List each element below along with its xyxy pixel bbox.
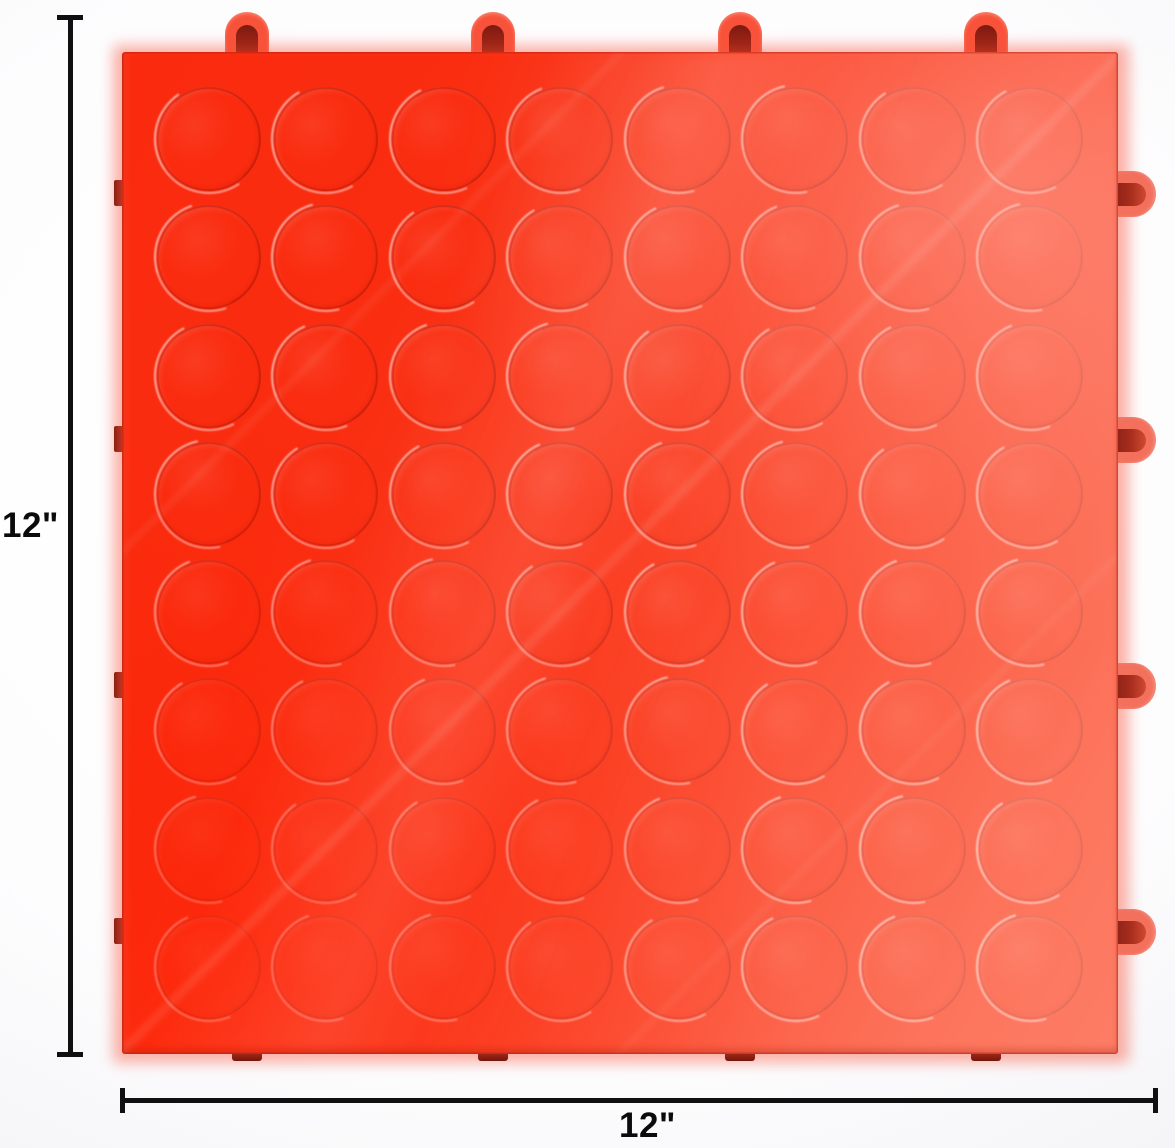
connector-loop-tab-right-1 (1116, 171, 1156, 217)
mold-seam-lines (122, 52, 1118, 1054)
connector-socket-left-3 (114, 672, 123, 698)
horizontal-dimension-line (120, 1098, 1158, 1103)
horizontal-dimension-cap-left (120, 1088, 125, 1113)
connector-socket-bottom-1 (232, 1053, 262, 1061)
connector-loop-tab-right-2 (1116, 417, 1156, 463)
connector-socket-left-1 (114, 180, 123, 206)
connector-socket-left-4 (114, 918, 123, 944)
vertical-dimension-cap-top (57, 15, 83, 20)
connector-loop-tab-top-2 (471, 12, 515, 57)
connector-loop-hole (482, 25, 504, 57)
connector-loop-hole (1116, 183, 1146, 206)
connector-socket-bottom-2 (478, 1053, 508, 1061)
connector-loop-tab-top-3 (718, 12, 762, 57)
specular-sheen (122, 52, 1118, 1054)
connector-socket-bottom-4 (971, 1053, 1001, 1061)
lighting-gradient-secondary (122, 52, 1118, 1054)
connector-loop-hole (729, 25, 751, 57)
horizontal-dimension-cap-right (1153, 1088, 1158, 1113)
connector-loop-tab-right-3 (1116, 663, 1156, 709)
floor-tile (113, 12, 1156, 1063)
connector-loop-tab-top-4 (964, 12, 1008, 57)
connector-loop-hole (1116, 921, 1146, 944)
connector-loop-hole (1116, 675, 1146, 698)
connector-loop-hole (1116, 429, 1146, 452)
connector-socket-left-2 (114, 426, 123, 452)
tile-surface (122, 52, 1118, 1054)
vertical-dimension-line (68, 15, 73, 1057)
horizontal-dimension-label: 12" (619, 1106, 677, 1145)
connector-loop-hole (236, 25, 258, 57)
connector-loop-tab-top-1 (225, 12, 269, 57)
connector-socket-bottom-3 (725, 1053, 755, 1061)
connector-loop-hole (975, 25, 997, 57)
vertical-dimension-cap-bottom (57, 1052, 83, 1057)
vertical-dimension-label: 12" (2, 506, 60, 545)
connector-loop-tab-right-4 (1116, 909, 1156, 955)
